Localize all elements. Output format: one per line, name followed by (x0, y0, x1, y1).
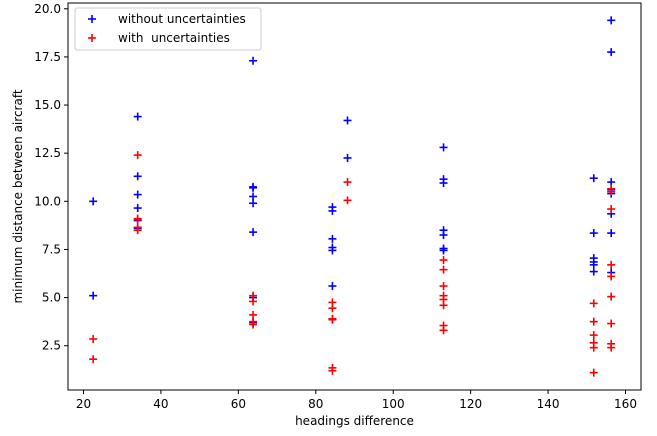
plot-frame (67, 2, 642, 391)
point-series0-26 (439, 179, 448, 188)
point-series0-10 (249, 183, 258, 192)
point-series1-36 (607, 205, 616, 214)
point-series1-38 (607, 272, 616, 281)
plot-area (89, 16, 616, 377)
point-series1-42 (607, 343, 616, 352)
x-tick-label-6: 140 (537, 397, 560, 411)
point-series0-13 (249, 228, 258, 237)
point-series0-35 (589, 260, 598, 269)
point-series1-19 (343, 196, 352, 205)
point-series0-23 (343, 153, 352, 162)
point-series1-28 (589, 299, 598, 308)
point-series1-35 (607, 187, 616, 196)
point-series1-0 (89, 334, 98, 343)
point-series1-11 (249, 320, 258, 329)
x-axis-label: headings difference (295, 414, 414, 428)
point-series0-28 (439, 231, 448, 240)
point-series1-4 (133, 215, 142, 224)
y-tick-label-0: 2.5 (42, 339, 61, 353)
y-tick-label-6: 17.5 (34, 50, 61, 64)
point-series1-25 (439, 301, 448, 310)
point-series1-6 (133, 226, 142, 235)
point-series0-5 (133, 204, 142, 213)
point-series1-2 (133, 151, 142, 160)
y-tick-label-2: 7.5 (42, 242, 61, 256)
x-tick-label-4: 100 (382, 397, 405, 411)
point-series1-15 (328, 315, 337, 324)
legend-marker-with-uncertainties (88, 34, 96, 42)
legend-plus-1 (88, 34, 96, 42)
point-series0-24 (439, 143, 448, 152)
point-series0-43 (607, 229, 616, 238)
point-series1-9 (249, 310, 258, 319)
legend-label-with-uncertainties: with uncertainties (118, 31, 230, 45)
axes: 20 40 60 80 100 120 140 160 2.5 5.0 7.5 10.0 12.5 15.… (34, 2, 642, 411)
point-series0-1 (89, 291, 98, 300)
x-tick-label-0: 20 (76, 397, 91, 411)
point-series1-13 (328, 304, 337, 313)
point-series1-32 (589, 343, 598, 352)
point-series0-32 (589, 229, 598, 238)
y-axis-label: minimum distance between aircraft (11, 89, 25, 303)
point-series0-22 (343, 116, 352, 125)
point-series1-39 (607, 292, 616, 301)
x-tick-label-2: 60 (231, 397, 246, 411)
y-tick-label-1: 5.0 (42, 291, 61, 305)
point-series1-40 (607, 319, 616, 328)
point-series1-27 (439, 326, 448, 335)
x-tick-label-3: 80 (308, 397, 323, 411)
point-series0-11 (249, 192, 258, 201)
point-series0-8 (249, 56, 258, 65)
point-series0-3 (133, 172, 142, 181)
point-series1-18 (343, 178, 352, 187)
point-series0-39 (607, 178, 616, 187)
point-series1-17 (328, 366, 337, 375)
legend-marker-without-uncertainties (88, 15, 96, 23)
point-series0-0 (89, 197, 98, 206)
point-series0-4 (133, 190, 142, 199)
point-series0-12 (249, 199, 258, 208)
point-series1-1 (89, 355, 98, 364)
y-tick-label-3: 10.0 (34, 194, 61, 208)
point-series1-30 (589, 331, 598, 340)
point-series1-33 (589, 368, 598, 377)
point-series0-37 (607, 16, 616, 25)
point-series1-21 (439, 265, 448, 274)
x-tick-label-5: 120 (459, 397, 482, 411)
point-series0-36 (589, 267, 598, 276)
y-tick-label-4: 12.5 (34, 146, 61, 160)
legend: without uncertainties with uncertainties (74, 7, 262, 51)
y-tick-label-7: 20.0 (34, 2, 61, 16)
point-series0-30 (439, 246, 448, 255)
legend-plus-0 (88, 15, 96, 23)
point-series0-2 (133, 112, 142, 121)
legend-label-without-uncertainties: without uncertainties (118, 12, 246, 26)
point-series1-20 (439, 256, 448, 265)
point-series0-20 (328, 246, 337, 255)
point-series1-8 (249, 297, 258, 306)
point-series0-38 (607, 48, 616, 57)
point-series1-29 (589, 317, 598, 326)
point-series0-31 (589, 174, 598, 183)
point-series1-37 (607, 260, 616, 269)
point-series0-17 (328, 206, 337, 215)
point-series0-21 (328, 282, 337, 291)
point-series1-22 (439, 282, 448, 291)
x-tick-label-7: 160 (614, 397, 637, 411)
y-tick-label-5: 15.0 (34, 98, 61, 112)
legend-box (74, 7, 262, 51)
x-tick-label-1: 40 (153, 397, 168, 411)
point-series0-18 (328, 234, 337, 243)
